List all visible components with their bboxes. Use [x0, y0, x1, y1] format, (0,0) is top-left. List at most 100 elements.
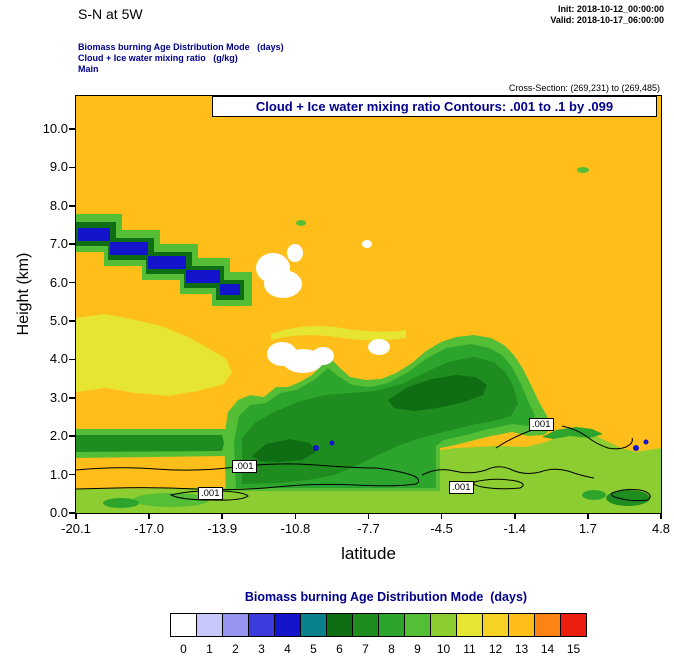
legend-value-label: 2 [232, 642, 239, 656]
y-tick-label: 8.0 [49, 197, 68, 213]
legend-cell-9 [404, 613, 431, 637]
y-tick-mark [69, 358, 76, 361]
x-tick-label: -20.1 [61, 521, 91, 536]
legend-cell-10 [430, 613, 457, 637]
dark-core-2 [252, 439, 316, 462]
legend-cell-6 [326, 613, 353, 637]
legend-value-label: 4 [284, 642, 291, 656]
y-tick-mark [69, 397, 76, 399]
legend-cell-11 [456, 613, 483, 637]
y-tick-mark [69, 166, 76, 169]
y-tick-mark [69, 473, 76, 476]
legend-value-label: 11 [463, 642, 476, 656]
left-green-band-core [76, 435, 224, 452]
y-tick-mark [69, 128, 76, 130]
age-fill-field [76, 96, 661, 513]
x-tick-mark [587, 513, 589, 519]
dark-core-1 [388, 375, 487, 411]
dark-blob-bottom-right-1 [606, 490, 650, 506]
blue-speck-right-2 [643, 439, 649, 445]
subtitle-fill-field: Biomass burning Age Distribution Mode (d… [78, 42, 284, 52]
y-tick-mark [69, 205, 76, 207]
plot-inner-title: Cloud + Ice water mixing ratio Contours:… [212, 96, 657, 117]
x-tick-mark [75, 513, 77, 519]
legend-cell-0 [170, 613, 197, 637]
x-tick-mark [294, 513, 297, 519]
y-tick-label: 7.0 [49, 236, 68, 252]
valid-time: Valid: 2018-10-17_06:00:00 [550, 15, 664, 25]
legend-value-label: 3 [258, 642, 265, 656]
x-tick-mark [367, 513, 370, 519]
green-dash-top-right [577, 167, 589, 173]
y-tick-label: 2.0 [49, 428, 68, 444]
y-tick-label: 0.0 [49, 505, 68, 520]
dark-blob-bottom-right-2 [582, 490, 606, 500]
legend-cell-3 [248, 613, 275, 637]
legend-value-label: 12 [488, 642, 503, 656]
legend-value-label: 15 [566, 642, 581, 656]
y-tick-mark [69, 435, 76, 437]
legend-cell-2 [222, 613, 249, 637]
y-tick-label: 4.0 [49, 351, 68, 367]
cross-section-info: Cross-Section: (269,231) to (269,485) [508, 83, 660, 93]
x-tick-mark [221, 513, 224, 519]
legend-cell-14 [534, 613, 561, 637]
subtitle-contour-field: Cloud + Ice water mixing ratio (g/kg) [78, 53, 238, 63]
y-tick-mark [69, 281, 76, 284]
legend-cell-5 [300, 613, 327, 637]
legend-cell-4 [274, 613, 301, 637]
green-blob-bottom-left-2 [103, 498, 139, 508]
blue-speck-1 [313, 445, 319, 451]
legend-cell-13 [508, 613, 535, 637]
blue-speck-2 [329, 440, 335, 446]
x-tick-mark [148, 513, 150, 519]
legend-value-label: 10 [436, 642, 451, 656]
legend-cell-15 [560, 613, 587, 637]
contour-label-2: .001 [198, 487, 223, 500]
subtitle-domain: Main [78, 64, 99, 74]
legend-value-label: 8 [388, 642, 395, 656]
x-tick-label: -17.0 [134, 521, 164, 536]
yellow-region-left [76, 314, 232, 396]
y-tick-label: 1.0 [49, 466, 68, 482]
legend-value-label: 9 [414, 642, 421, 656]
init-time: Init: 2018-10-12_00:00:00 [557, 4, 664, 14]
contour-label-4: .001 [529, 418, 554, 431]
x-tick-label: -10.8 [280, 521, 311, 536]
legend-cell-8 [378, 613, 405, 637]
y-tick-label: 10.0 [42, 121, 68, 136]
legend-value-label: 14 [540, 642, 555, 656]
x-tick-label: 1.7 [578, 521, 597, 536]
legend-cell-12 [482, 613, 509, 637]
x-tick-label: -13.9 [207, 521, 238, 536]
legend-value-label: 5 [310, 642, 317, 656]
legend-value-label: 6 [336, 642, 343, 656]
x-axis-title: latitude [341, 544, 396, 563]
x-tick-mark [513, 513, 516, 519]
legend-cell-1 [196, 613, 223, 637]
y-tick-label: 5.0 [49, 313, 68, 328]
page-title: S-N at 5W [78, 6, 143, 22]
green-blob-bottom-left-1 [133, 493, 209, 507]
x-tick-label: 4.8 [651, 521, 671, 536]
contour-label-1: .001 [232, 460, 257, 473]
legend-colorbar [170, 613, 587, 637]
y-tick-label: 3.0 [49, 389, 68, 405]
legend-cell-7 [352, 613, 379, 637]
legend-value-label: 1 [206, 642, 213, 656]
contour-label-3: .001 [449, 481, 474, 494]
y-tick-label: 6.0 [49, 274, 68, 290]
legend-value-label: 13 [514, 642, 529, 656]
blue-speck-right-1 [633, 445, 639, 451]
legend-value-label: 0 [180, 642, 187, 656]
green-speck-upper [296, 220, 306, 226]
x-tick-label: -4.5 [430, 521, 453, 536]
y-tick-mark [69, 243, 76, 245]
x-tick-mark [440, 513, 443, 519]
x-tick-label: -1.4 [503, 521, 526, 536]
plot-area: Cloud + Ice water mixing ratio Contours:… [15, 95, 670, 563]
cross-section-plot [76, 96, 661, 513]
legend-value-labels: 0 1 2 3 4 5 6 7 8 9 10 11 12 13 14 15 [170, 642, 587, 656]
x-tick-label: -7.7 [357, 521, 380, 536]
